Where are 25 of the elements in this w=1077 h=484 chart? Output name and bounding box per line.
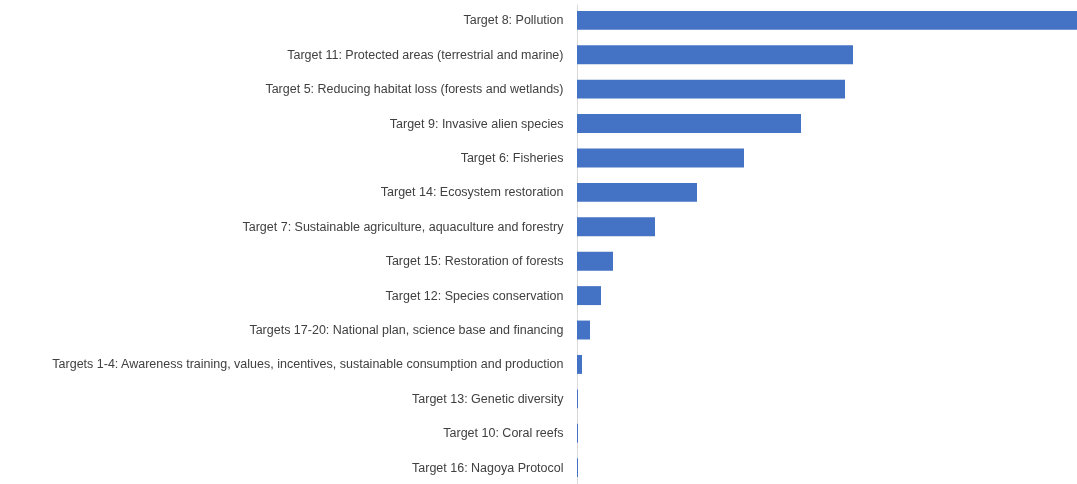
bar	[577, 10, 1077, 30]
bar	[577, 354, 582, 374]
bar	[577, 251, 613, 271]
bar	[577, 182, 697, 202]
bar	[577, 45, 853, 65]
y-tick-label: Target 11: Protected areas (terrestrial and marine)	[287, 47, 564, 62]
y-tick-label: Target 14: Ecosystem restoration	[380, 185, 564, 200]
y-tick-label: Target 8: Pollution	[463, 13, 564, 28]
bar	[577, 79, 845, 99]
bar	[577, 148, 744, 168]
bar	[577, 217, 655, 237]
y-tick-label: Target 7: Sustainable agriculture, aquaculture and forestry	[242, 219, 565, 234]
bar	[577, 286, 601, 306]
y-tick-label: Targets 1-4: Awareness training, values, incentives, sustainable consumption and production	[52, 357, 564, 372]
y-tick-label: Targets 17-20: National plan, science base and financing	[249, 323, 564, 338]
y-tick-label: Target 10: Coral reefs	[443, 426, 564, 441]
y-tick-label: Target 5: Reducing habitat loss (forests and wetlands)	[265, 82, 564, 97]
y-tick-label: Target 15: Restoration of forests	[385, 254, 564, 269]
y-tick-label: Target 16: Nagoya Protocol	[412, 460, 564, 475]
bar	[577, 320, 590, 340]
bar	[577, 114, 801, 134]
y-tick-label: Target 9: Invasive alien species	[389, 116, 564, 131]
y-tick-label: Target 6: Fisheries	[460, 150, 564, 165]
y-tick-label: Target 13: Genetic diversity	[412, 391, 565, 406]
y-tick-label: Target 12: Species conservation	[385, 288, 564, 303]
